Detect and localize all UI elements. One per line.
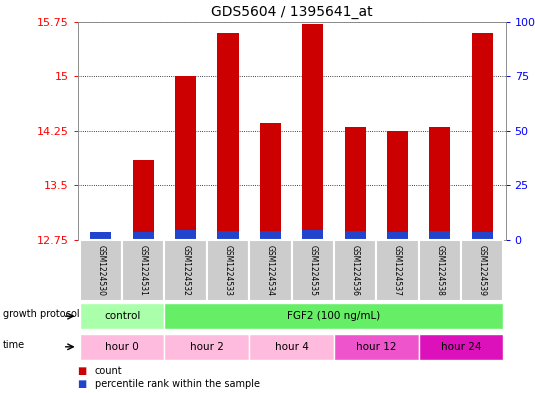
- Bar: [175, 76, 196, 240]
- Text: GSM1224534: GSM1224534: [266, 245, 275, 296]
- Bar: [249, 334, 334, 360]
- Bar: [164, 334, 249, 360]
- Bar: [334, 334, 419, 360]
- Text: count: count: [95, 366, 123, 376]
- Text: GSM1224533: GSM1224533: [224, 245, 233, 296]
- Bar: [260, 231, 281, 240]
- Text: percentile rank within the sample: percentile rank within the sample: [95, 379, 259, 389]
- Bar: [164, 303, 503, 329]
- Text: GSM1224530: GSM1224530: [96, 245, 105, 296]
- Bar: [302, 24, 323, 240]
- Bar: [472, 232, 493, 240]
- Text: GSM1224531: GSM1224531: [139, 245, 148, 296]
- Bar: [387, 131, 408, 240]
- Bar: [164, 240, 207, 301]
- Bar: [122, 240, 164, 301]
- Text: time: time: [3, 340, 25, 350]
- Bar: [461, 240, 503, 301]
- Text: GSM1224532: GSM1224532: [181, 245, 190, 296]
- Bar: [207, 240, 249, 301]
- Text: hour 0: hour 0: [105, 342, 139, 352]
- Text: growth protocol: growth protocol: [3, 309, 79, 319]
- Text: ■: ■: [78, 366, 87, 376]
- Bar: [419, 240, 461, 301]
- Bar: [133, 233, 154, 240]
- Bar: [429, 231, 450, 240]
- Title: GDS5604 / 1395641_at: GDS5604 / 1395641_at: [211, 5, 372, 19]
- Text: GSM1224538: GSM1224538: [435, 245, 445, 296]
- Text: hour 4: hour 4: [274, 342, 309, 352]
- Bar: [334, 240, 376, 301]
- Text: hour 2: hour 2: [190, 342, 224, 352]
- Bar: [292, 240, 334, 301]
- Bar: [302, 230, 323, 240]
- Text: FGF2 (100 ng/mL): FGF2 (100 ng/mL): [287, 311, 380, 321]
- Bar: [133, 160, 154, 240]
- Text: GSM1224537: GSM1224537: [393, 245, 402, 296]
- Bar: [90, 232, 111, 240]
- Bar: [419, 334, 503, 360]
- Bar: [217, 231, 239, 240]
- Text: ■: ■: [78, 379, 87, 389]
- Bar: [260, 123, 281, 240]
- Bar: [345, 127, 366, 240]
- Bar: [175, 230, 196, 240]
- Bar: [376, 240, 419, 301]
- Bar: [472, 33, 493, 240]
- Bar: [249, 240, 292, 301]
- Text: control: control: [104, 311, 140, 321]
- Text: GSM1224536: GSM1224536: [350, 245, 360, 296]
- Text: hour 24: hour 24: [441, 342, 482, 352]
- Bar: [80, 303, 164, 329]
- Bar: [345, 231, 366, 240]
- Text: hour 12: hour 12: [356, 342, 396, 352]
- Bar: [217, 33, 239, 240]
- Bar: [429, 127, 450, 240]
- Bar: [80, 334, 164, 360]
- Text: GSM1224535: GSM1224535: [308, 245, 317, 296]
- Bar: [90, 233, 111, 240]
- Bar: [387, 232, 408, 240]
- Text: GSM1224539: GSM1224539: [478, 245, 487, 296]
- Bar: [80, 240, 122, 301]
